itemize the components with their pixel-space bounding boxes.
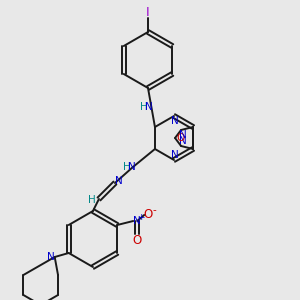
Text: O: O [176,133,184,143]
Text: N: N [179,130,187,140]
Text: +: + [137,212,145,221]
Text: N: N [171,116,179,126]
Text: N: N [47,252,55,262]
Text: I: I [146,5,150,19]
Text: N: N [128,162,136,172]
Text: N: N [115,176,123,186]
Text: H: H [88,195,96,205]
Text: N: N [133,216,141,226]
Text: O: O [133,233,142,247]
Text: -: - [152,205,156,215]
Text: N: N [145,103,152,112]
Text: N: N [171,150,179,160]
Text: H: H [140,103,147,112]
Text: H: H [123,162,131,172]
Text: O: O [144,208,153,220]
Text: N: N [179,136,187,146]
